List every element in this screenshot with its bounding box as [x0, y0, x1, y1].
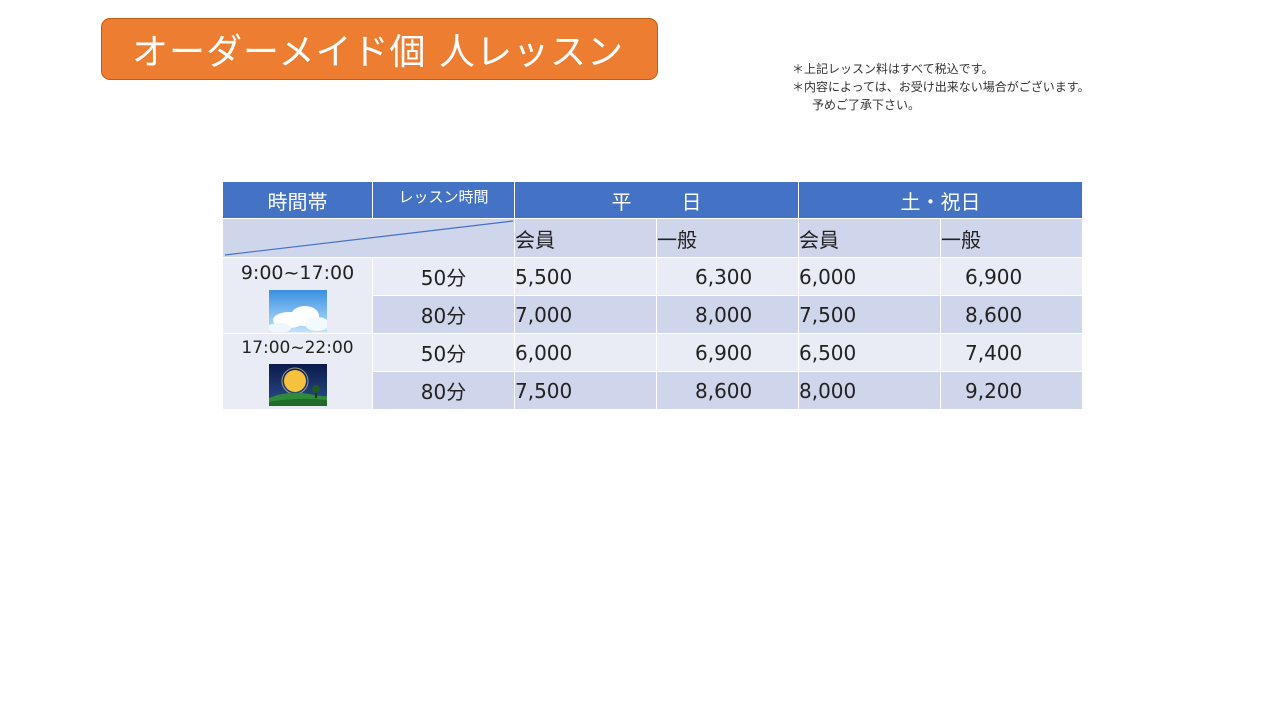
table-row: 80分 7,500 8,600 8,000 9,200	[223, 371, 1083, 410]
price-cell: 6,900	[656, 333, 799, 372]
price-cell: 8,600	[656, 371, 799, 410]
price-cell: 8,000	[656, 295, 799, 334]
table-header-row: 時間帯 レッスン時間 平日 土・祝日	[222, 181, 1083, 219]
price-cell: 8,000	[798, 371, 941, 410]
note-tax-included: ＊上記レッスン料はすべて税込です。	[792, 62, 994, 76]
price-cell: 8,600	[940, 295, 1083, 334]
price-cell: 7,500	[514, 371, 657, 410]
duration-cell: 50分	[372, 257, 515, 296]
table-row: 9:00~17:00 50分 5,500 6,300 6,000 6,900	[222, 257, 1083, 334]
price-cell: 6,000	[798, 257, 941, 296]
note-apology: 予めご了承下さい。	[812, 98, 921, 112]
price-cell: 9,200	[940, 371, 1083, 410]
duration-cell: 50分	[372, 333, 515, 372]
night-moon-icon	[268, 364, 327, 406]
price-cell: 6,000	[514, 333, 657, 372]
table-row: 80分 7,000 8,000 7,500 8,600	[223, 295, 1083, 334]
price-cell: 5,500	[514, 257, 657, 296]
page-title: オーダーメイド個 人レッスン	[132, 32, 625, 73]
price-cell: 7,500	[798, 295, 941, 334]
price-cell: 6,900	[940, 257, 1083, 296]
table-subheader-row: 会員 一般 会員 一般	[222, 218, 1083, 258]
daytime-sky-icon	[268, 290, 327, 332]
duration-cell: 80分	[372, 295, 515, 334]
diagonal-line	[224, 220, 514, 256]
header-weekend: 土・祝日	[798, 181, 1083, 219]
price-cell: 6,500	[798, 333, 941, 372]
time-band-night: 17:00~22:00	[222, 333, 373, 410]
time-band-label: 17:00~22:00	[241, 338, 354, 358]
subheader-weekend-member: 会員	[798, 218, 941, 258]
price-cell: 7,400	[940, 333, 1083, 372]
subheader-weekday-general: 一般	[656, 218, 799, 258]
header-weekday: 平日	[514, 181, 799, 219]
subheader-weekday-member: 会員	[514, 218, 657, 258]
duration-cell: 80分	[372, 371, 515, 410]
notes: ＊上記レッスン料はすべて税込です。 ＊内容によっては、お受け出来ない場合がござい…	[792, 60, 1090, 114]
note-may-decline: ＊内容によっては、お受け出来ない場合がございます。	[792, 80, 1090, 94]
time-band-day: 9:00~17:00	[222, 257, 373, 334]
header-time-band: 時間帯	[222, 181, 373, 219]
header-lesson-time: レッスン時間	[372, 181, 515, 219]
price-cell: 7,000	[514, 295, 657, 334]
subheader-weekend-general: 一般	[940, 218, 1083, 258]
price-cell: 6,300	[656, 257, 799, 296]
time-band-label: 9:00~17:00	[240, 262, 355, 284]
price-table: 時間帯 レッスン時間 平日 土・祝日 会員 一般 会員 一般 9:00~17:0…	[222, 181, 1083, 410]
table-row: 17:00~22:00 50分 6,000 6,900 6,500	[222, 333, 1083, 410]
title-banner: オーダーメイド個 人レッスン	[101, 18, 658, 80]
diagonal-cell	[222, 218, 515, 258]
